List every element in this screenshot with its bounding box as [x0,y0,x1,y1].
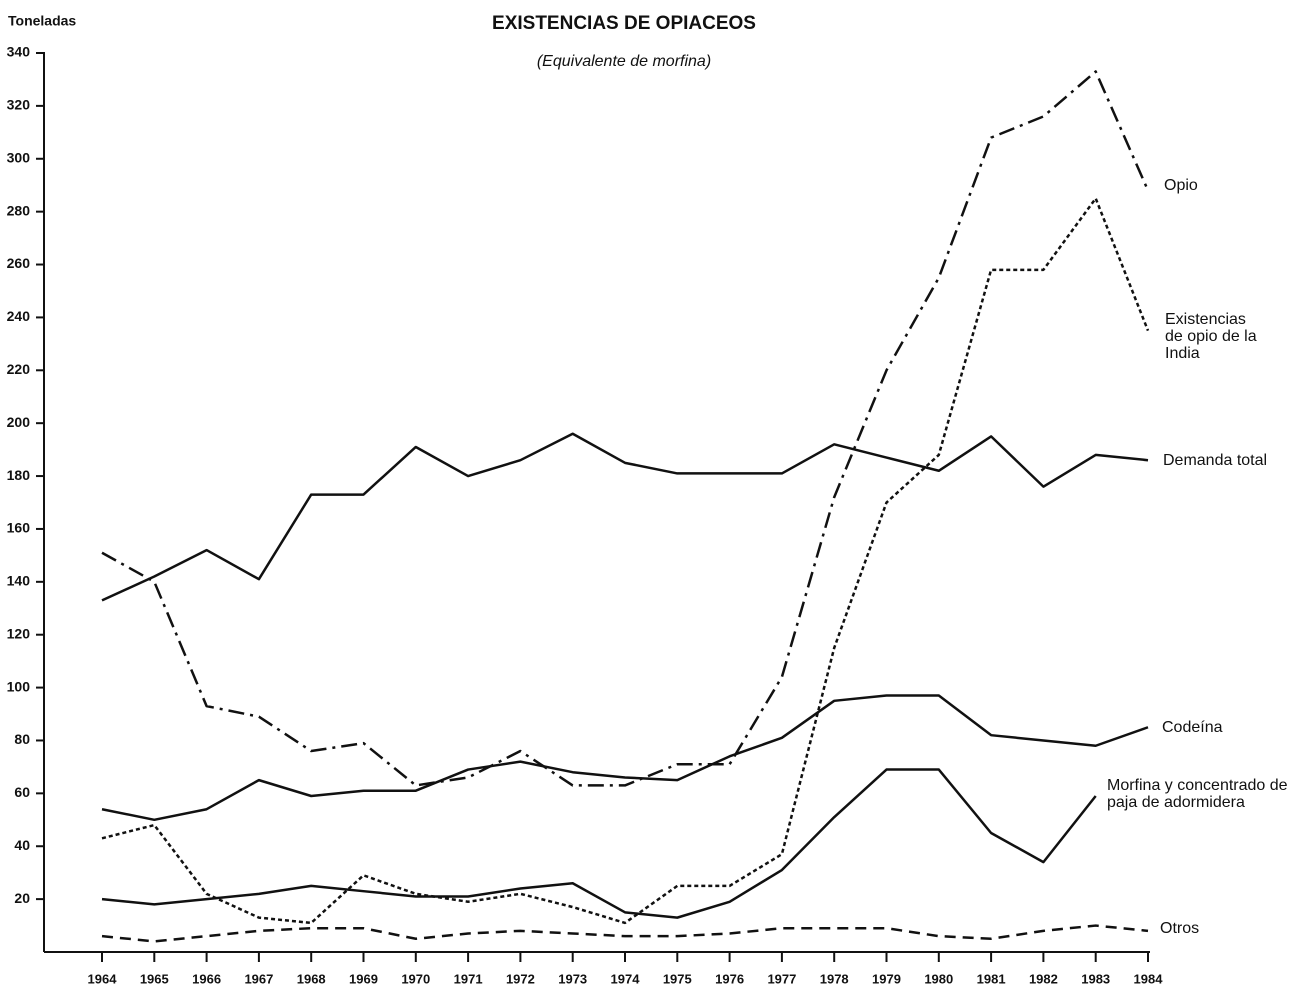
series-label: Opio [1164,177,1198,194]
x-tick-label: 1969 [349,971,378,986]
x-tick-label: 1984 [1134,971,1164,986]
x-tick-label: 1977 [767,971,796,986]
y-tick-label: 320 [7,97,31,113]
series-line [101,694,1149,822]
x-tick-label: 1968 [297,971,326,986]
x-tick-label: 1978 [820,971,849,986]
y-tick-label: 240 [7,308,31,324]
y-tick-label: 120 [7,625,31,641]
x-tick-label: 1980 [924,971,953,986]
y-tick-label: 40 [14,837,30,853]
x-tick-label: 1974 [611,971,641,986]
x-tick-label: 1982 [1029,971,1058,986]
x-tick-label: 1967 [244,971,273,986]
series-line [101,924,1149,943]
series-line [101,432,1149,602]
x-tick-label: 1966 [192,971,221,986]
y-tick-label: 140 [7,573,31,589]
series-label: Existencias de opio de la India [1165,311,1257,362]
x-tick-label: 1981 [977,971,1006,986]
series-label: Morfina y concentrado de paja de adormid… [1107,777,1288,811]
y-tick-label: 160 [7,520,31,536]
y-tick-label: 340 [7,44,31,60]
y-axis-label: Toneladas [8,13,76,29]
x-tick-label: 1971 [454,971,483,986]
series-label: Codeína [1162,719,1223,736]
y-tick-label: 80 [14,731,30,747]
x-tick-label: 1964 [88,971,118,986]
series-line [101,70,1150,787]
y-tick-label: 60 [14,784,30,800]
y-tick-label: 260 [7,255,31,271]
y-tick-label: 220 [7,361,31,377]
series-label: Otros [1160,920,1200,937]
series-line [101,768,1097,919]
y-tick-label: 20 [14,890,30,906]
y-tick-label: 280 [7,202,31,218]
x-tick-label: 1973 [558,971,587,986]
y-tick-label: 180 [7,467,31,483]
chart-subtitle: (Equivalente de morfina) [537,53,711,70]
x-tick-label: 1983 [1081,971,1110,986]
y-tick-label: 100 [7,678,31,694]
chart-title: EXISTENCIAS DE OPIACEOS [492,13,756,34]
y-tick-label: 300 [7,149,31,165]
x-tick-label: 1975 [663,971,692,986]
series-label: Demanda total [1163,452,1268,469]
x-tick-label: 1979 [872,971,901,986]
x-tick-label: 1972 [506,971,535,986]
x-tick-label: 1970 [401,971,430,986]
series-line [101,197,1150,925]
x-tick-label: 1965 [140,971,169,986]
y-tick-label: 200 [7,414,31,430]
x-tick-label: 1976 [715,971,744,986]
